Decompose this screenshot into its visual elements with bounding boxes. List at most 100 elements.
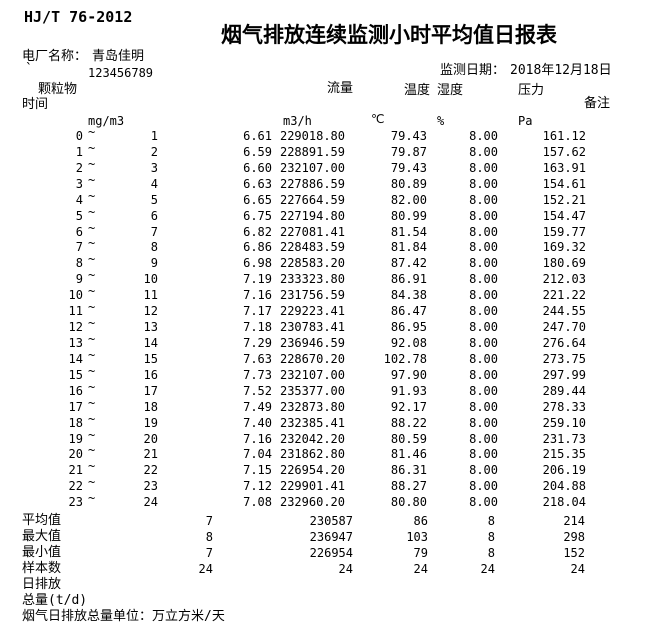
cell-pm: 7.52	[243, 383, 272, 398]
cell-temp: 79	[413, 546, 428, 560]
cell-temp: 86.31	[390, 463, 427, 478]
cell-time-end: 8	[150, 240, 158, 255]
cell-time-end: 22	[143, 463, 158, 478]
cell-flow: 227664.59	[279, 192, 345, 207]
tilde-separator: ~	[88, 475, 96, 490]
col-header-pressure: 压力	[518, 83, 545, 98]
tilde-separator: ~	[88, 363, 96, 378]
table-row: 22 ~23 7.12 229901.41 88.27 8.00 204.88	[0, 475, 653, 495]
cell-pressure: 169.32	[542, 240, 586, 255]
monitor-date-value: 2018年12月18日	[510, 63, 612, 78]
cell-humidity: 8	[487, 514, 495, 528]
cell-pm: 7.29	[243, 335, 272, 350]
tilde-separator: ~	[88, 252, 96, 267]
unit-humidity: %	[437, 114, 445, 128]
tilde-separator: ~	[88, 395, 96, 410]
cell-time-end: 12	[143, 304, 158, 319]
cell-pm: 24	[198, 562, 213, 576]
cell-time-start: 2	[75, 160, 83, 175]
cell-time-start: 22	[68, 479, 83, 494]
cell-pressure: 214	[563, 514, 585, 528]
table-row: 2 ~3 6.60 232107.00 79.43 8.00 163.91	[0, 158, 653, 177]
table-row: 12 ~13 7.18 230783.41 86.95 8.00 247.70	[0, 317, 653, 336]
col-header-pm: 颗粒物	[38, 82, 78, 97]
cell-pm: 7.40	[243, 415, 272, 430]
cell-pressure: 278.33	[542, 399, 586, 414]
cell-time-end: 7	[150, 224, 158, 239]
table-row: 5 ~6 6.75 227194.80 80.99 8.00 154.47	[0, 206, 653, 225]
cell-humidity: 8.00	[469, 176, 498, 191]
cell-time-end: 3	[150, 160, 158, 175]
cell-flow: 232873.80	[279, 399, 345, 414]
cell-humidity: 8.00	[469, 256, 498, 271]
cell-temp: 86.91	[390, 272, 427, 287]
cell-humidity: 8.00	[469, 272, 498, 287]
table-row: 0 ~1 6.61 229018.80 79.43 8.00 161.12	[0, 126, 653, 145]
cell-pressure: 163.91	[542, 160, 586, 175]
cell-pm: 6.98	[243, 256, 272, 271]
cell-temp: 80.89	[390, 176, 427, 191]
cell-humidity: 8.00	[469, 479, 498, 494]
tilde-separator: ~	[88, 284, 96, 299]
summary-label: 样本数	[22, 561, 62, 576]
cell-time-start: 1	[75, 144, 83, 159]
cell-pm: 7.18	[243, 320, 272, 335]
cell-pressure: 244.55	[542, 304, 586, 319]
cell-pm: 6.65	[243, 192, 272, 207]
cell-temp: 87.42	[390, 256, 427, 271]
table-row: 17 ~18 7.49 232873.80 92.17 8.00 278.33	[0, 395, 653, 416]
cell-humidity: 8.00	[469, 335, 498, 350]
plant-name-value: 青岛佳明	[92, 49, 145, 64]
cell-pm: 7.04	[243, 447, 272, 462]
cell-humidity: 8.00	[469, 399, 498, 414]
cell-humidity: 8.00	[469, 208, 498, 223]
cell-flow: 228583.20	[279, 256, 345, 271]
cell-humidity: 8.00	[469, 224, 498, 239]
table-row: 18 ~19 7.40 232385.41 88.22 8.00 259.10	[0, 413, 653, 432]
summary-label: 最小值	[22, 545, 62, 560]
cell-pm: 7.12	[243, 479, 272, 494]
cell-pm: 6.82	[243, 224, 272, 239]
table-row: 15 ~16 7.73 232107.00 97.90 8.00 297.99	[0, 363, 653, 384]
cell-time-start: 5	[75, 208, 83, 223]
cell-pressure: 212.03	[542, 272, 586, 287]
cell-time-end: 6	[150, 208, 158, 223]
cell-temp: 79.43	[390, 129, 427, 143]
plant-name-label: 电厂名称：	[22, 49, 88, 64]
cell-pm: 7.17	[243, 304, 272, 319]
cell-pressure: 204.88	[542, 479, 586, 494]
cell-flow: 228483.59	[279, 240, 345, 255]
cell-pressure: 206.19	[542, 463, 586, 478]
cell-temp: 79.87	[390, 144, 427, 159]
cell-pressure: 154.47	[542, 208, 586, 223]
table-row: 19 ~20 7.16 232042.20 80.59 8.00 231.73	[0, 429, 653, 448]
cell-pm: 6.86	[243, 240, 272, 255]
cell-flow: 230783.41	[279, 320, 345, 335]
table-row: 6 ~7 6.82 227081.41 81.54 8.00 159.77	[0, 222, 653, 241]
summary-row: 平均值 7 230587 86 8 214	[0, 514, 653, 530]
cell-humidity: 8.00	[469, 495, 498, 510]
summary-row: 样本数 24 24 24 24 24	[0, 562, 653, 578]
tilde-separator: ~	[88, 347, 96, 362]
cell-pressure: 215.35	[542, 447, 586, 462]
cell-time-start: 3	[75, 176, 83, 191]
cell-time-end: 16	[143, 367, 158, 382]
cell-temp: 91.93	[390, 383, 427, 398]
cell-pressure: 231.73	[542, 431, 586, 446]
cell-flow: 227081.41	[279, 224, 345, 239]
summary-rows: 平均值 7 230587 86 8 214 最大值 8 236947 103 8 298 最小值 7 226…	[0, 514, 653, 610]
cell-flow: 232385.41	[279, 415, 345, 430]
cell-humidity: 8.00	[469, 144, 498, 159]
cell-pressure: 247.70	[542, 320, 586, 335]
tilde-separator: ~	[88, 140, 96, 155]
table-row: 20 ~21 7.04 231862.80 81.46 8.00 215.35	[0, 444, 653, 463]
cell-time-start: 0	[75, 129, 83, 143]
cell-pressure: 259.10	[542, 415, 586, 430]
cell-pressure: 154.61	[542, 176, 586, 191]
cell-flow: 229901.41	[279, 479, 345, 494]
cell-flow: 229223.41	[279, 304, 345, 319]
cell-humidity: 8.00	[469, 367, 498, 382]
cell-time-end: 9	[150, 256, 158, 271]
cell-humidity: 8	[487, 546, 495, 560]
plant-code-mark: `	[25, 62, 33, 77]
